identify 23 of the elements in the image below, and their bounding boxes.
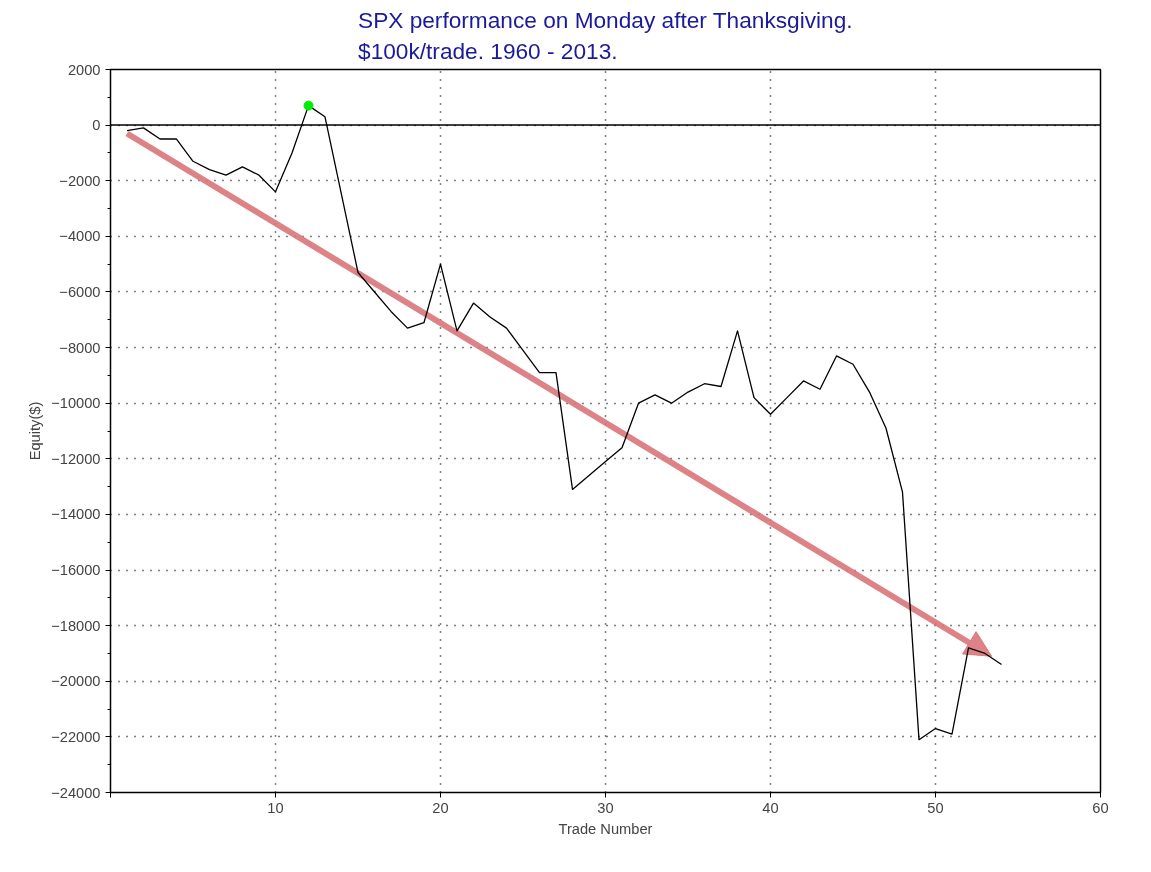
y-tick-label: −4000 <box>59 228 101 245</box>
y-tick-label: −6000 <box>59 283 101 300</box>
y-tick-label: −18000 <box>51 617 101 634</box>
y-tick-label: 0 <box>92 117 101 134</box>
x-axis-title: Trade Number <box>558 820 653 837</box>
x-tick-label: 50 <box>927 799 944 816</box>
x-tick-label: 30 <box>597 799 614 816</box>
x-tick-label: 20 <box>432 799 449 816</box>
y-tick-label: −24000 <box>51 784 101 801</box>
x-tick-label: 40 <box>762 799 779 816</box>
y-tick-label: −14000 <box>51 506 101 523</box>
y-tick-label: −22000 <box>51 728 101 745</box>
y-axis-title: Equity($) <box>27 401 44 461</box>
x-tick-label: 60 <box>1092 799 1109 816</box>
chart-title: SPX performance on Monday after Thanksgiving. $100k/trade. 1960 - 2013. <box>358 7 853 65</box>
y-tick-label: −16000 <box>51 562 101 579</box>
y-tick-label: 2000 <box>67 61 101 78</box>
y-tick-label: −8000 <box>59 339 101 356</box>
y-tick-label: −12000 <box>51 450 101 467</box>
y-tick-label: −20000 <box>51 673 101 690</box>
y-tick-label: −2000 <box>59 172 101 189</box>
y-tick-label: −10000 <box>51 395 101 412</box>
x-tick-label: 10 <box>267 799 284 816</box>
